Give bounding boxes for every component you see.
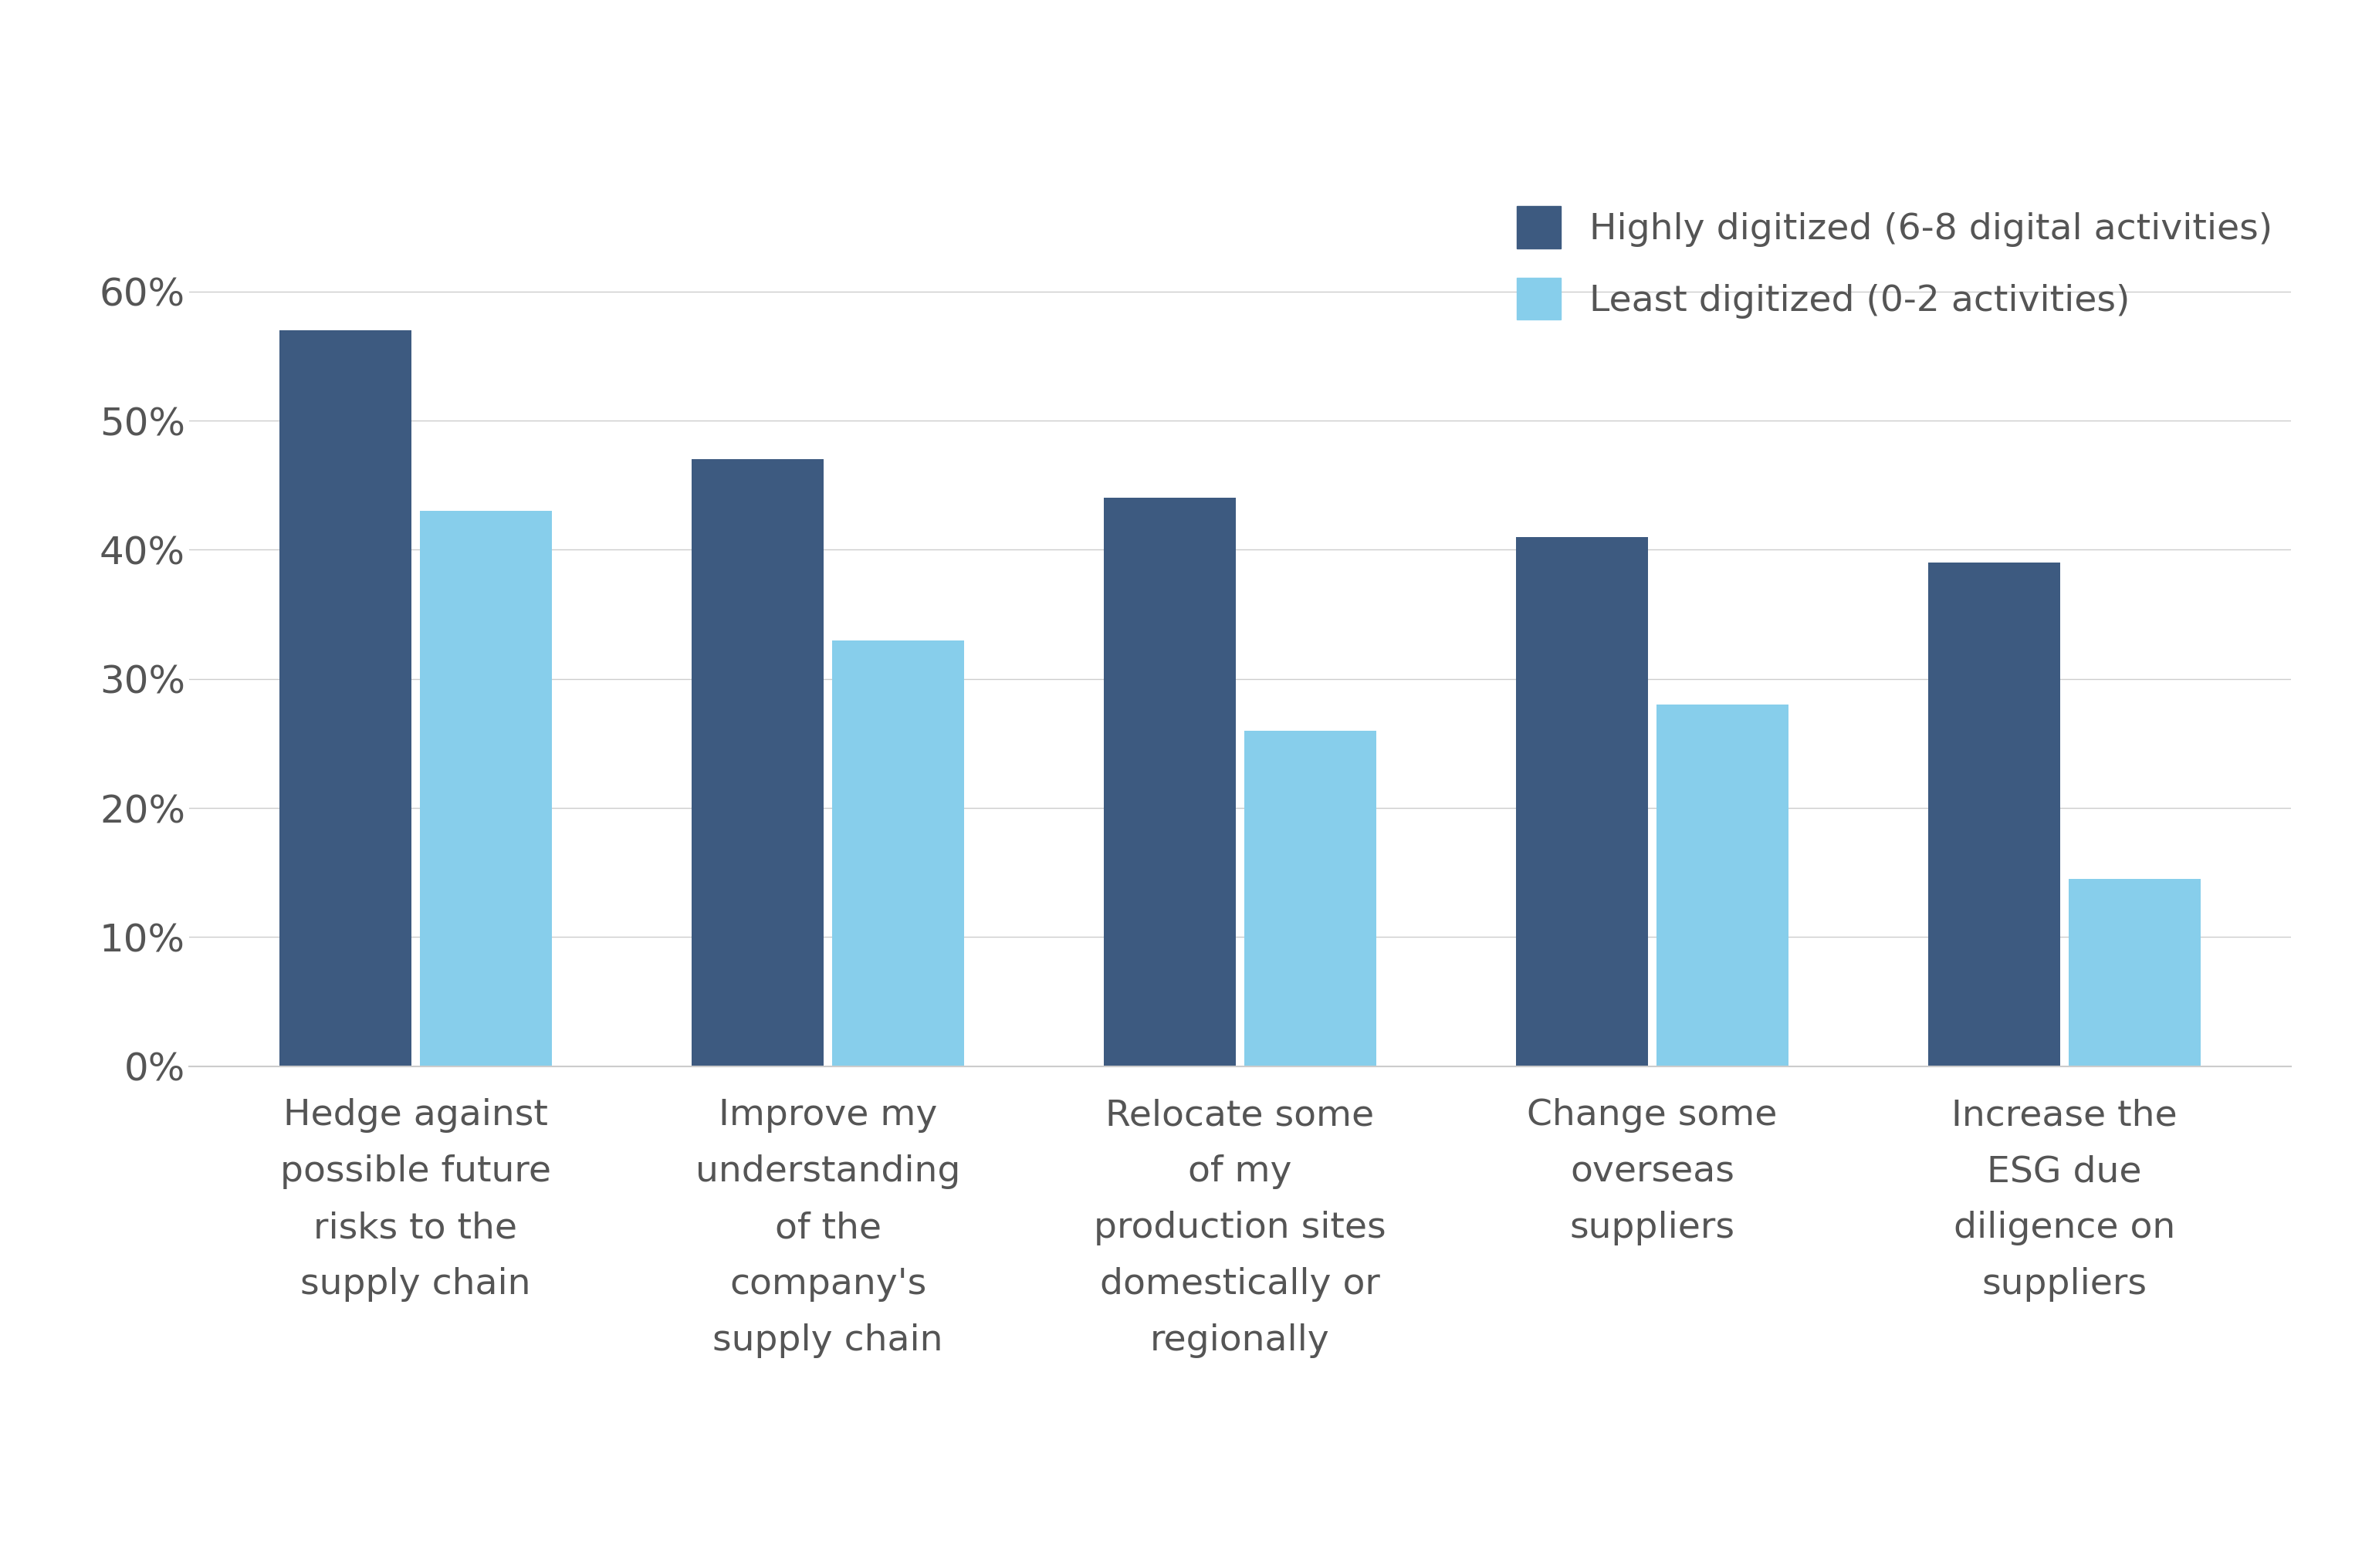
Legend: Highly digitized (6-8 digital activities), Least digitized (0-2 activities): Highly digitized (6-8 digital activities… bbox=[1516, 207, 2272, 320]
Bar bbox=[831, 640, 964, 1066]
Bar bbox=[279, 331, 411, 1066]
Bar bbox=[692, 459, 824, 1066]
Bar bbox=[1103, 499, 1235, 1066]
Bar bbox=[1516, 536, 1649, 1066]
Bar bbox=[2069, 880, 2201, 1066]
Bar bbox=[1656, 704, 1788, 1066]
Bar bbox=[1245, 731, 1377, 1066]
Bar bbox=[420, 511, 553, 1066]
Bar bbox=[1927, 563, 2060, 1066]
